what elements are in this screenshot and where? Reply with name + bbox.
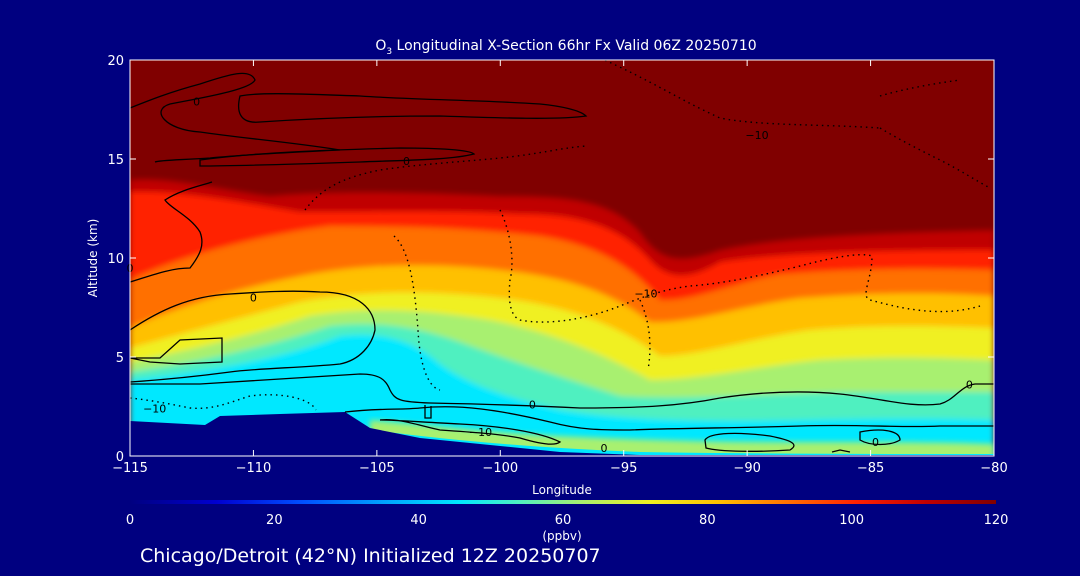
colorbar-unit-label: (ppbv) [542, 529, 581, 543]
contour-label: 0 [529, 399, 536, 412]
contour-lines [130, 60, 994, 453]
y-tick-label: 5 [116, 351, 124, 366]
ozone-field [130, 60, 994, 456]
contour-label: −10 [745, 129, 768, 142]
y-tick-label: 10 [107, 252, 124, 267]
colorbar-tick-label: 0 [126, 513, 134, 528]
colorbar-tick-label: 80 [699, 513, 716, 528]
y-tick-label: 15 [107, 153, 124, 168]
contour-label: −10 [143, 402, 166, 415]
colorbar-tick-label: 20 [266, 513, 283, 528]
contour-label: 0 [193, 96, 200, 109]
y-axis-label: Altitude (km) [86, 219, 100, 298]
contour-label: 0 [600, 442, 607, 455]
colorbar [130, 500, 996, 504]
contour-label: 0 [250, 292, 257, 305]
colorbar-tick-label: 120 [984, 513, 1009, 528]
colorbar-tick-label: 40 [410, 513, 427, 528]
x-tick-label: −95 [610, 461, 637, 476]
contour-label: 0 [403, 155, 410, 168]
location-init-text: Chicago/Detroit (42°N) Initialized 12Z 2… [140, 545, 601, 567]
chart-title: O3 Longitudinal X-Section 66hr Fx Valid … [375, 38, 756, 57]
x-tick-label: −110 [236, 461, 272, 476]
x-axis-label: Longitude [532, 483, 592, 497]
x-tick-label: −85 [857, 461, 884, 476]
x-tick-label: −105 [359, 461, 395, 476]
y-axis-ticks: 0 5 10 15 20 [107, 54, 994, 465]
contour-label: −10 [634, 288, 657, 301]
x-tick-label: −90 [733, 461, 760, 476]
y-tick-label: 20 [107, 54, 124, 69]
contour-label: −10 [469, 426, 492, 439]
contour-label: 0 [872, 436, 879, 449]
colorbar-tick-label: 60 [555, 513, 572, 528]
colorbar-tick-label: 100 [839, 513, 864, 528]
x-axis-ticks: −115 −110 −105 −100 −95 −90 −85 −80 [112, 60, 1008, 476]
x-tick-label: −115 [112, 461, 148, 476]
colorbar-ticks: 0 20 40 60 80 100 120 [126, 513, 1009, 528]
low-ozone-region [130, 412, 994, 456]
x-tick-label: −80 [980, 461, 1007, 476]
contour-label: 0 [966, 379, 973, 392]
x-tick-label: −100 [482, 461, 518, 476]
y-tick-label: 0 [116, 450, 124, 465]
